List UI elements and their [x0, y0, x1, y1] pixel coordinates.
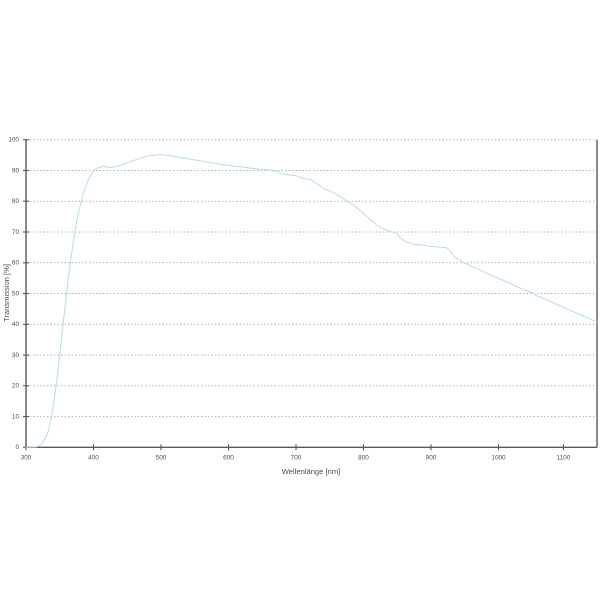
svg-text:400: 400 — [88, 454, 99, 461]
svg-text:100: 100 — [8, 137, 19, 144]
svg-text:80: 80 — [12, 198, 20, 205]
svg-text:600: 600 — [223, 454, 234, 461]
svg-text:Transmission [%]: Transmission [%] — [2, 264, 11, 322]
svg-text:1100: 1100 — [557, 454, 571, 461]
svg-text:500: 500 — [156, 454, 167, 461]
svg-text:90: 90 — [12, 167, 20, 174]
svg-text:20: 20 — [12, 383, 20, 390]
svg-text:60: 60 — [12, 260, 20, 267]
svg-text:40: 40 — [12, 321, 20, 328]
svg-text:10: 10 — [12, 414, 20, 421]
svg-text:1000: 1000 — [491, 454, 506, 461]
svg-text:900: 900 — [426, 454, 437, 461]
svg-text:50: 50 — [12, 290, 20, 297]
svg-text:0: 0 — [15, 444, 19, 451]
svg-text:Wellenlänge [nm]: Wellenlänge [nm] — [282, 467, 341, 476]
svg-text:30: 30 — [12, 352, 20, 359]
svg-text:800: 800 — [358, 454, 369, 461]
svg-text:70: 70 — [12, 229, 20, 236]
svg-text:700: 700 — [291, 454, 302, 461]
svg-text:300: 300 — [21, 454, 32, 461]
